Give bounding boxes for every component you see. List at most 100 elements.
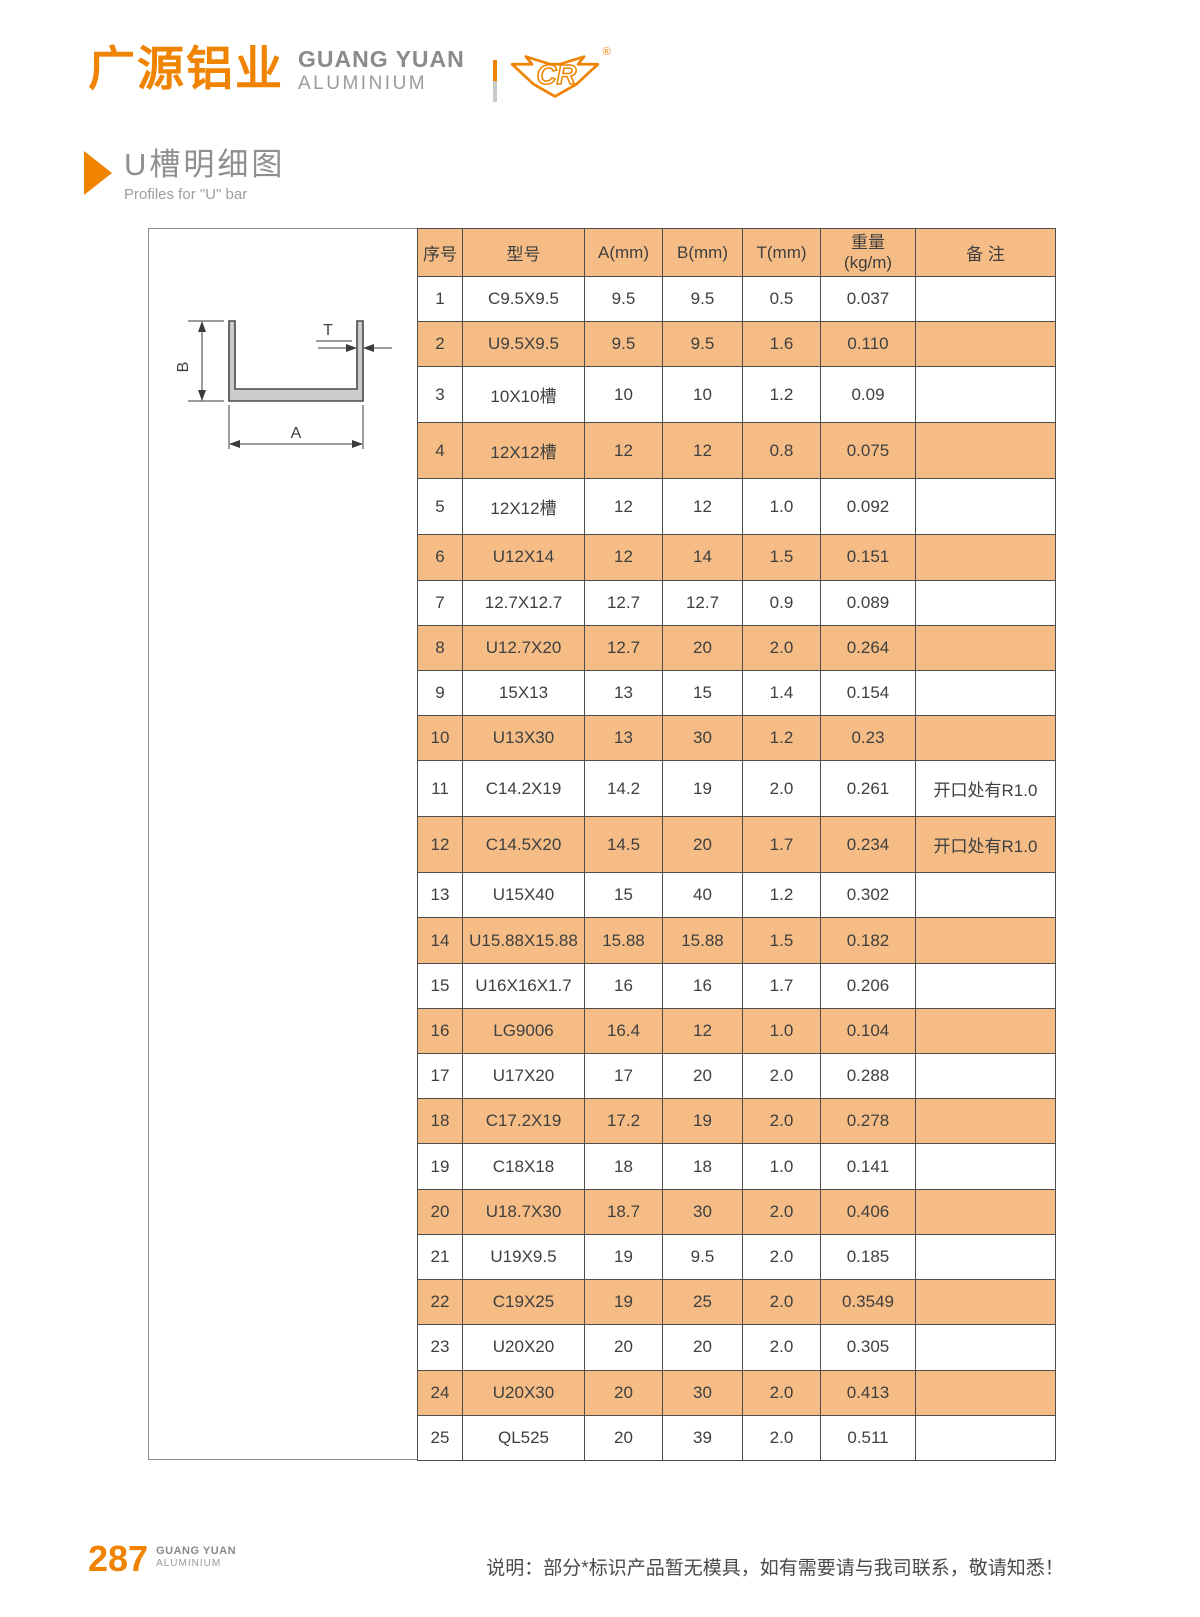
weight-cell: 0.261 — [820, 760, 916, 818]
weight-cell: 0.110 — [820, 321, 916, 368]
model-cell: C14.5X20 — [462, 816, 585, 874]
brand-name-english: GUANG YUAN ALUMINIUM — [298, 46, 465, 96]
table-row: 24 U20X30 20 30 2.0 0.413 — [417, 1369, 1056, 1416]
a-mm-cell: 12.7 — [584, 579, 663, 626]
logo-letters: CR — [536, 59, 576, 90]
b-mm-cell: 20 — [662, 816, 743, 874]
note-cell: 开口处有R1.0 — [915, 816, 1056, 874]
a-mm-cell: 9.5 — [584, 275, 663, 323]
model-cell: U20X30 — [462, 1369, 585, 1416]
a-mm-cell: 16.4 — [584, 1007, 663, 1055]
t-mm-cell: 1.0 — [742, 1143, 821, 1190]
table-row: 16 LG9006 16.4 12 1.0 0.104 — [417, 1007, 1056, 1055]
note-cell — [915, 715, 1056, 762]
model-cell: QL525 — [462, 1414, 585, 1462]
weight-cell: 0.089 — [820, 579, 916, 626]
no-cell: 6 — [417, 534, 463, 581]
weight-cell: 0.288 — [820, 1053, 916, 1100]
note-cell — [915, 1188, 1056, 1235]
a-mm-cell: 17 — [584, 1053, 663, 1100]
no-cell: 5 — [417, 478, 463, 536]
weight-cell: 0.278 — [820, 1098, 916, 1145]
a-mm-cell: 17.2 — [584, 1098, 663, 1145]
note-cell — [915, 1324, 1056, 1371]
header-b-mm: B(mm) — [662, 228, 743, 277]
no-cell: 2 — [417, 321, 463, 368]
model-cell: U17X20 — [462, 1053, 585, 1100]
table-row: 21 U19X9.5 19 9.5 2.0 0.185 — [417, 1233, 1056, 1281]
table-row: 25 QL525 20 39 2.0 0.511 — [417, 1414, 1056, 1462]
no-cell: 17 — [417, 1053, 463, 1100]
table-row: 13 U15X40 15 40 1.2 0.302 — [417, 872, 1056, 919]
b-mm-cell: 10 — [662, 366, 743, 424]
page-number: 287 — [88, 1538, 149, 1579]
a-mm-cell: 18 — [584, 1143, 663, 1190]
t-mm-cell: 2.0 — [742, 1369, 821, 1416]
b-mm-cell: 14 — [662, 534, 743, 581]
dimension-label-b: B — [176, 362, 192, 373]
weight-cell: 0.413 — [820, 1369, 916, 1416]
a-mm-cell: 20 — [584, 1414, 663, 1462]
table-row: 8 U12.7X20 12.7 20 2.0 0.264 — [417, 624, 1056, 671]
weight-cell: 0.09 — [820, 366, 916, 424]
model-cell: U18.7X30 — [462, 1188, 585, 1235]
note-cell — [915, 669, 1056, 717]
table-row: 3 10X10槽 10 10 1.2 0.09 — [417, 366, 1056, 424]
b-mm-cell: 16 — [662, 962, 743, 1009]
note-cell — [915, 422, 1056, 480]
table-row: 10 U13X30 13 30 1.2 0.23 — [417, 715, 1056, 762]
table-row: 14 U15.88X15.88 15.88 15.88 1.5 0.182 — [417, 917, 1056, 964]
no-cell: 21 — [417, 1233, 463, 1281]
note-cell — [915, 1279, 1056, 1326]
t-mm-cell: 1.2 — [742, 715, 821, 762]
no-cell: 16 — [417, 1007, 463, 1055]
header-note: 备 注 — [915, 228, 1056, 277]
brand-name-chinese: 广源铝业 — [88, 42, 284, 95]
note-cell — [915, 624, 1056, 671]
b-mm-cell: 20 — [662, 1053, 743, 1100]
no-cell: 20 — [417, 1188, 463, 1235]
note-cell — [915, 275, 1056, 323]
b-mm-cell: 30 — [662, 1369, 743, 1416]
no-cell: 15 — [417, 962, 463, 1009]
t-mm-cell: 2.0 — [742, 1279, 821, 1326]
table-row: 6 U12X14 12 14 1.5 0.151 — [417, 534, 1056, 581]
table-row: 18 C17.2X19 17.2 19 2.0 0.278 — [417, 1098, 1056, 1145]
b-mm-cell: 15.88 — [662, 917, 743, 964]
table-row: 17 U17X20 17 20 2.0 0.288 — [417, 1053, 1056, 1100]
weight-cell: 0.104 — [820, 1007, 916, 1055]
brand-name-english-top: GUANG YUAN — [298, 46, 465, 72]
t-mm-cell: 2.0 — [742, 1098, 821, 1145]
t-mm-cell: 0.8 — [742, 422, 821, 480]
a-mm-cell: 15.88 — [584, 917, 663, 964]
b-mm-cell: 19 — [662, 1098, 743, 1145]
header-a-mm: A(mm) — [584, 228, 663, 277]
t-mm-cell: 2.0 — [742, 1414, 821, 1462]
table-header-row: 序号 型号 A(mm) B(mm) T(mm) 重量 (kg/m) 备 注 — [417, 228, 1056, 277]
no-cell: 12 — [417, 816, 463, 874]
note-cell — [915, 1233, 1056, 1281]
content-box: B T A 序号 型号 A(mm) B(mm) T(mm) — [148, 228, 1056, 1462]
no-cell: 9 — [417, 669, 463, 717]
t-mm-cell: 1.7 — [742, 962, 821, 1009]
t-mm-cell: 2.0 — [742, 1233, 821, 1281]
no-cell: 23 — [417, 1324, 463, 1371]
a-mm-cell: 20 — [584, 1324, 663, 1371]
weight-cell: 0.206 — [820, 962, 916, 1009]
table-row: 4 12X12槽 12 12 0.8 0.075 — [417, 422, 1056, 480]
weight-cell: 0.075 — [820, 422, 916, 480]
table-row: 19 C18X18 18 18 1.0 0.141 — [417, 1143, 1056, 1190]
page-title: U槽明细图 — [124, 147, 286, 182]
model-cell: U15.88X15.88 — [462, 917, 585, 964]
b-mm-cell: 15 — [662, 669, 743, 717]
footer-brand-top: GUANG YUAN — [156, 1545, 237, 1557]
table-row: 11 C14.2X19 14.2 19 2.0 0.261 开口处有R1.0 — [417, 760, 1056, 818]
model-cell: U15X40 — [462, 872, 585, 919]
u-channel-diagram: B T A — [176, 320, 392, 449]
weight-cell: 0.154 — [820, 669, 916, 717]
brand-header: 广源铝业 GUANG YUAN ALUMINIUM CR ® — [88, 42, 611, 105]
t-mm-cell: 1.6 — [742, 321, 821, 368]
weight-cell: 0.141 — [820, 1143, 916, 1190]
b-mm-cell: 30 — [662, 1188, 743, 1235]
